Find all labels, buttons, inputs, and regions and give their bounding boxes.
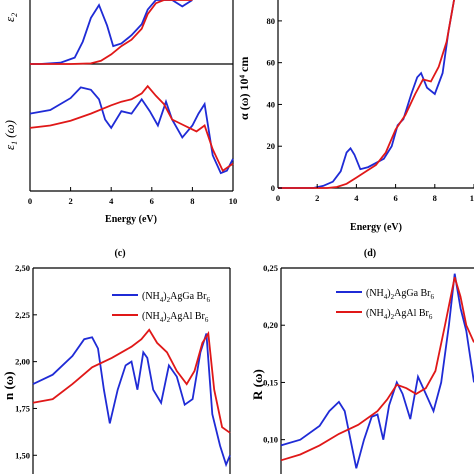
- d-legend-label-1: (NH4)2AgGa Br6: [366, 288, 435, 301]
- r-series-1: [280, 273, 474, 469]
- eps2-label: ε2: [2, 13, 19, 22]
- eps1-series-2: [29, 84, 234, 173]
- a-xtick-label: 6: [150, 196, 154, 206]
- r-series-2: [280, 276, 474, 462]
- eps2-series-2: [30, 0, 193, 65]
- b-xtick-label: 4: [354, 193, 359, 203]
- panel-absorption: 0 2 4 6 8 10 0 20 40 60 80 α (ω) 10⁴ cm Energy (e…: [237, 0, 474, 233]
- d-ytick-label: 0,15: [263, 377, 278, 387]
- c-ytick-label: 1,50: [15, 450, 30, 460]
- x-axis-label-b: Energy (eV): [350, 222, 402, 233]
- alpha-series-2: [278, 0, 455, 189]
- c-legend-label-2: (NH4)2AgAl Br6: [142, 311, 209, 324]
- x-ticks-b: 0 2 4 6 8 10: [276, 184, 474, 203]
- eps1-plot: [29, 84, 234, 175]
- b-ytick-label: 0: [271, 183, 275, 193]
- d-ytick-label: 0,10: [263, 435, 278, 445]
- panel-dielectric: ε2 ε1(ω) 0 2 4 6 8 10 Energy (eV): [2, 0, 237, 225]
- x-ticks-a: 0 2 4 6 8 10: [28, 187, 237, 206]
- a-xtick-label: 8: [190, 196, 194, 206]
- y-ticks-c: 1,50 1,75 2,00 2,25 2,50: [15, 263, 37, 460]
- r-ylabel: R (ω): [250, 369, 265, 400]
- absorption-plot: [278, 0, 455, 189]
- b-ytick-label: 40: [267, 99, 276, 109]
- panel-label-c: (c): [114, 248, 125, 259]
- c-ytick-label: 2,25: [15, 310, 30, 320]
- d-ytick-label: 0,20: [263, 320, 278, 330]
- absorption-ylabel: α (ω) 10⁴ cm: [237, 57, 251, 120]
- eps1-label: ε1(ω): [2, 120, 19, 150]
- r-plot: [280, 273, 474, 469]
- b-xtick-label: 8: [433, 193, 437, 203]
- b-xtick-label: 2: [315, 193, 319, 203]
- b-xtick-label: 0: [276, 193, 280, 203]
- a-xtick-label: 0: [28, 196, 32, 206]
- eps1-series-1: [29, 86, 234, 175]
- n-ylabel: n (ω): [1, 371, 16, 400]
- b-ytick-label: 60: [267, 58, 276, 68]
- a-xtick-label: 2: [68, 196, 72, 206]
- b-xtick-label: 10: [470, 193, 474, 203]
- legend-c: (NH4)2AgGa Br6 (NH4)2AgAl Br6: [112, 291, 211, 324]
- alpha-series-1: [278, 0, 455, 189]
- n-series-1: [32, 333, 231, 468]
- b-xtick-label: 6: [393, 193, 397, 203]
- n-series-2: [32, 328, 231, 434]
- eps2-series-1: [30, 0, 193, 65]
- a-xtick-label: 10: [229, 196, 238, 206]
- n-plot: [32, 328, 231, 468]
- c-ytick-label: 2,50: [15, 263, 30, 273]
- c-ytick-label: 1,75: [15, 403, 30, 413]
- y-ticks-d: 0,10 0,15 0,20 0,25: [263, 263, 285, 445]
- x-axis-label-a: Energy (eV): [105, 214, 157, 225]
- d-ytick-label: 0,25: [263, 263, 278, 273]
- legend-d: (NH4)2AgGa Br6 (NH4)2AgAl Br6: [336, 288, 435, 321]
- a-xtick-label: 4: [109, 196, 114, 206]
- c-legend-label-1: (NH4)2AgGa Br6: [142, 291, 211, 304]
- b-ytick-label: 80: [267, 16, 276, 26]
- panel-reflectivity: 0,100,150,200,25 R (ω) (NH4)2AgGa Br6(NH…: [250, 263, 474, 474]
- y-ticks-b: 0 20 40 60 80: [267, 16, 282, 193]
- d-legend-label-2: (NH4)2AgAl Br6: [366, 308, 433, 321]
- c-ytick-label: 2,00: [15, 357, 30, 367]
- panel-refractive-index: 1,50 1,75 2,00 2,25 2,50 n (ω) (NH4)2AgGa Br…: [1, 263, 231, 474]
- panel-label-d: (d): [364, 248, 376, 259]
- eps2-plot: [30, 0, 193, 65]
- b-ytick-label: 20: [267, 141, 276, 151]
